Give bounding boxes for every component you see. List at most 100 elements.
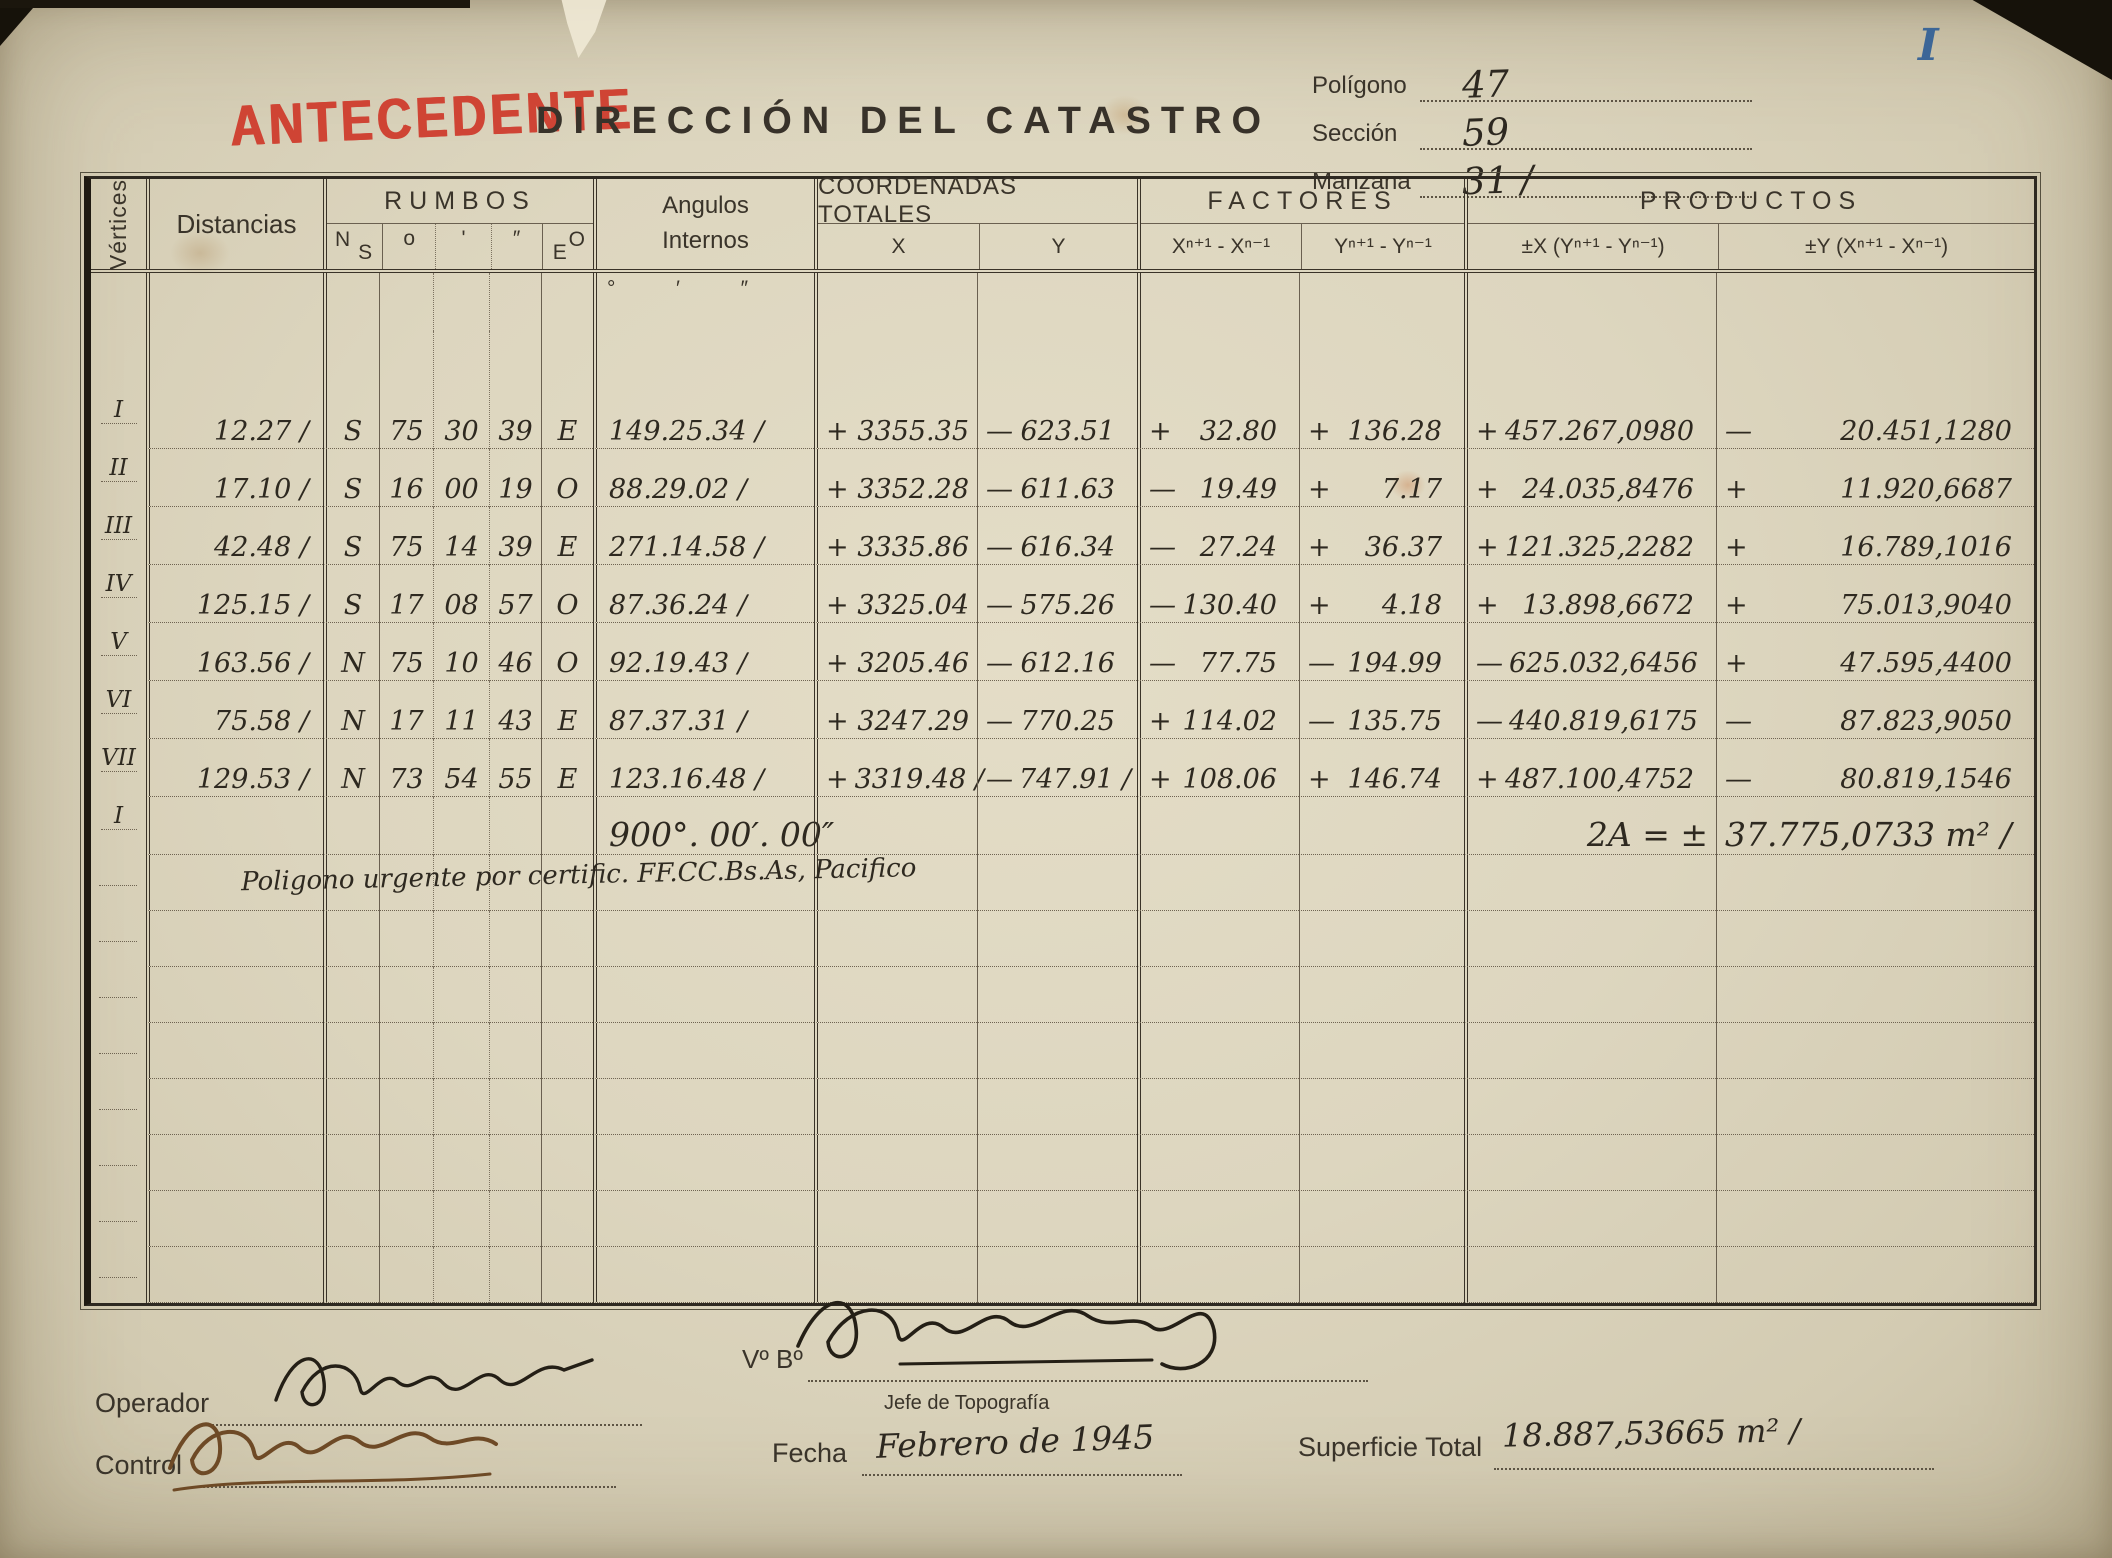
cell-factor-x: +108.06 (1137, 739, 1299, 797)
cell-factor-x: — 19.49 (1137, 449, 1299, 507)
vertex-label: II (100, 455, 137, 482)
cell-rumbo-ns: N (323, 681, 379, 739)
factor-x-value: 32.80 (1199, 416, 1277, 447)
producto-y-label: ±Y (Xⁿ⁺¹ - Xⁿ⁻¹) (1718, 224, 2034, 269)
cell-rumbo-oe: E (541, 681, 593, 739)
coordenadas-label: COORDENADAS TOTALES (818, 173, 1137, 228)
factor-y-value: 146.74 (1347, 764, 1442, 795)
factor-y-value: 4.18 (1381, 590, 1442, 621)
rumbo-sec: 39 (498, 416, 533, 447)
factor-y-sign: + (1308, 416, 1331, 447)
rumbo-sec: 39 (498, 532, 533, 563)
x-sign: + (826, 764, 849, 795)
vobo-line (808, 1342, 1368, 1382)
e-label: E (552, 241, 567, 264)
empty-cell (977, 911, 1137, 967)
rumbo-ns: S (343, 532, 363, 563)
y-sign: — (986, 764, 1013, 795)
cell-rumbo-oe: E (541, 739, 593, 797)
producto-y-sign: + (1725, 474, 1748, 505)
empty-cell (1299, 1135, 1464, 1191)
rumbo-oe: E (557, 416, 578, 447)
empty-cell (1464, 1079, 1716, 1135)
producto-x-sign: + (1476, 590, 1499, 621)
cell-rumbo-ns: S (323, 565, 379, 623)
angle-units-cell: ° ′ ″ (593, 273, 814, 331)
factor-y-sign: + (1308, 764, 1331, 795)
cell-rumbo-ns: S (323, 449, 379, 507)
table-row: V 163.56 ∕ N 75 10 46 O 92.19.43 ∕ +3205… (91, 623, 2034, 681)
cell-producto-x: +487.100,4752 (1464, 739, 1716, 797)
vertex-label: III (100, 513, 137, 540)
y-value: 612.16 (1020, 648, 1115, 679)
empty-cell (91, 967, 146, 1023)
operador-signature (274, 1357, 594, 1407)
header-vertices: Vértices (91, 179, 146, 270)
operador-label: Operador (95, 1388, 210, 1418)
x-value: 3355.35 (857, 416, 969, 447)
empty-cell (977, 855, 1137, 911)
y-sign: — (986, 706, 1013, 737)
rumbo-deg: 17 (389, 706, 424, 737)
seccion-label: Sección (1312, 120, 1398, 147)
empty-cell (489, 1191, 541, 1247)
empty-cell (541, 967, 593, 1023)
factor-x-value: 77.75 (1199, 648, 1277, 679)
angulos-line2: Internos (662, 227, 749, 254)
rumbo-oe: E (557, 532, 578, 563)
table-empty-row (91, 1191, 2034, 1247)
vertex-label: I (100, 397, 137, 424)
y-value: 747.91 ∕ (1019, 764, 1132, 795)
cell-factor-y: — 135.75 (1299, 681, 1464, 739)
factor-x-sign: — (1149, 648, 1176, 679)
closing-row: I 900°. 00′. 00″ 2A = ± 37.775,0733 m² ∕ (91, 797, 2034, 855)
empty-cell (379, 1191, 433, 1247)
empty-cell (1137, 1135, 1299, 1191)
superficie-line (1494, 1430, 1934, 1470)
control-signature (168, 1422, 498, 1492)
table-empty-row (91, 1079, 2034, 1135)
field-poligono: Polígono 47 (1312, 58, 1752, 107)
cell-factor-y: +136.28 (1299, 331, 1464, 449)
distancias-label: Distancias (176, 208, 297, 239)
empty-cell (1716, 1191, 2034, 1247)
factor-x-sign: + (1149, 416, 1172, 447)
table-row: II 17.10 ∕ S 16 00 19 O 88.29.02 ∕ +3352… (91, 449, 2034, 507)
sec-unit: ″ (740, 277, 749, 300)
factor-x-value: 19.49 (1199, 474, 1277, 505)
empty-cell (323, 1247, 379, 1303)
empty-cell (1137, 1079, 1299, 1135)
o-label: O (568, 228, 585, 251)
cell-factor-y: +4.18 (1299, 565, 1464, 623)
producto-x-label: ±X (Yⁿ⁺¹ - Yⁿ⁻¹) (1521, 235, 1665, 258)
field-seccion: Sección 59 (1312, 106, 1752, 155)
second-symbol: ″ (512, 226, 521, 250)
cell-distancia: 12.27 ∕ (146, 331, 323, 449)
rumbo-min: 10 (444, 648, 479, 679)
x-value: 3335.86 (857, 532, 969, 563)
empty-cell (814, 1247, 977, 1303)
cell-producto-x: +457.267,0980 (1464, 331, 1716, 449)
cell-rumbo-deg: 17 (379, 681, 433, 739)
table-empty-row (91, 1023, 2034, 1079)
header-productos: PRODUCTOS ±X (Yⁿ⁺¹ - Yⁿ⁻¹) ±Y (Xⁿ⁺¹ - Xⁿ… (1464, 179, 2034, 269)
distancia-value: 12.27 ∕ (214, 416, 309, 447)
empty-cell (433, 967, 489, 1023)
producto-y-value: 16.789,1016 (1840, 532, 2012, 563)
angulo-value: 87.37.31 ∕ (609, 706, 747, 737)
cell-vertex: IV (91, 565, 146, 623)
factor-y-value: 36.37 (1364, 532, 1442, 563)
degree-symbol: o (403, 226, 416, 250)
empty-cell (91, 1191, 146, 1247)
distancia-value: 125.15 ∕ (196, 590, 309, 621)
vertex-label: V (100, 629, 137, 656)
s-label: S (358, 241, 373, 264)
cell-rumbo-oe: E (541, 331, 593, 449)
empty-cell (593, 855, 814, 911)
vertex-label: I (100, 803, 137, 830)
cell-distancia (146, 797, 323, 855)
empty-cell (814, 855, 977, 911)
cell-distancia: 42.48 ∕ (146, 507, 323, 565)
x-sign: + (826, 648, 849, 679)
operador-line (212, 1384, 642, 1426)
